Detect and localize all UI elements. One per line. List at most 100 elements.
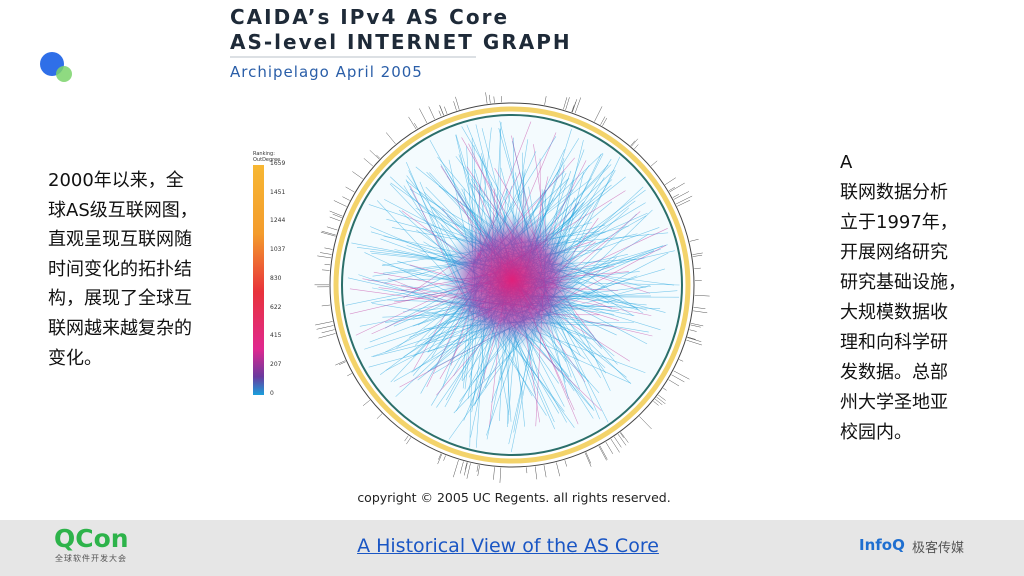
colorbar — [253, 165, 264, 395]
rim-tick — [574, 97, 582, 114]
rim-tick — [404, 435, 409, 442]
rim-tick — [376, 413, 383, 419]
rim-tick — [443, 455, 446, 461]
legend-label: 1659 — [270, 160, 286, 167]
legend-label: 1244 — [270, 217, 286, 225]
rim-tick — [693, 310, 708, 314]
rim-tick — [439, 104, 444, 116]
text-line: 构，展现了全球互 — [48, 288, 192, 310]
text-line: 直观呈现互联网随 — [48, 229, 192, 251]
legend-label: 415 — [270, 332, 282, 340]
text-line: 研究基础设施， — [840, 272, 966, 293]
rim-tick — [668, 379, 680, 387]
rim-tick — [455, 96, 460, 110]
rim-tick — [654, 398, 663, 406]
rim-tick — [322, 269, 330, 271]
text-line: 变化。 — [48, 347, 102, 369]
text-line: A — [840, 152, 853, 173]
rim-tick — [332, 213, 342, 218]
rim-tick — [600, 116, 606, 125]
text-line: 大规模数据收 — [840, 302, 948, 323]
rim-tick — [687, 337, 702, 342]
rim-tick — [563, 97, 568, 110]
footer-brand-sub: 极客传媒 — [912, 541, 965, 556]
legend-title: Ranking: OutDegree — [253, 151, 280, 163]
rim-tick — [613, 436, 622, 448]
rim-tick — [672, 194, 679, 198]
rim-tick — [544, 96, 547, 105]
text-line: 球AS级互联网图， — [48, 199, 198, 221]
rim-tick — [631, 138, 639, 147]
rim-tick — [362, 400, 371, 406]
rim-tick — [335, 360, 346, 366]
rim-tick — [694, 267, 701, 269]
rim-tick — [499, 467, 502, 483]
rim-tick — [571, 105, 575, 113]
rim-tick — [315, 321, 333, 326]
rim-tick — [428, 106, 435, 120]
rim-tick — [534, 466, 538, 480]
rim-tick — [634, 144, 639, 150]
text-line: 联网越来越复杂的 — [48, 317, 192, 339]
rim-tick — [689, 238, 699, 242]
footer-logo-sub: 全球软件开发大会 — [55, 554, 127, 563]
rim-tick — [585, 452, 592, 464]
rim-tick — [619, 432, 624, 438]
text-line: 时间变化的拓扑结 — [48, 258, 192, 280]
right-text: A 联网数据分析 立于1997年， 开展网络研究 研究基础设施， 大规模数据收 理和向科学研… — [840, 148, 1024, 448]
rim-tick — [444, 106, 448, 114]
legend-title: OutDegree — [253, 157, 281, 163]
rim-tick — [543, 465, 547, 478]
rim-tick — [345, 186, 355, 193]
legend-label: 0 — [270, 389, 274, 397]
footer-logo: QCon — [54, 524, 129, 553]
legend-label: 622 — [270, 303, 282, 311]
rim-tick — [620, 432, 629, 443]
rim-tick — [605, 441, 614, 455]
rim-tick — [369, 150, 380, 160]
rim-tick — [572, 99, 578, 113]
rim-tick — [650, 160, 658, 167]
rim-tick — [321, 304, 331, 307]
outer-ring — [329, 102, 695, 468]
text-line: 理和向科学研 — [840, 332, 948, 353]
logo-dot — [56, 66, 72, 82]
legend-label: 1451 — [270, 188, 286, 196]
text-line: 州大学圣地亚 — [840, 392, 948, 413]
rim-tick — [669, 182, 685, 193]
rim-tick — [414, 122, 418, 129]
rim-tick — [317, 255, 332, 259]
rim-tick — [493, 96, 495, 103]
rim-tick — [326, 226, 338, 231]
rim-tick — [321, 329, 335, 334]
rim-tick — [342, 196, 350, 201]
rim-tick — [453, 101, 457, 111]
legend-label: 830 — [270, 274, 282, 282]
rim-tick — [408, 116, 417, 130]
rim-tick — [347, 373, 352, 377]
rim-tick — [333, 200, 347, 207]
text-line: 2000年以来，全 — [48, 170, 184, 191]
as-graph — [314, 92, 710, 483]
rim-tick — [419, 108, 428, 124]
legend-label: 207 — [270, 360, 282, 368]
rim-tick — [599, 445, 608, 460]
rim-tick — [564, 460, 567, 467]
subtitle: Archipelago April 2005 — [230, 63, 423, 81]
rim-tick — [338, 361, 346, 366]
rim-tick — [594, 106, 603, 122]
rim-tick — [385, 132, 396, 145]
rim-tick — [692, 254, 703, 257]
rim-tick — [493, 467, 495, 480]
rim-tick — [376, 154, 381, 159]
rim-tick — [477, 465, 480, 477]
left-text: 2000年以来，全 球AS级互联网图， 直观呈现互联网随 时间变化的拓扑结 构，展现了全… — [48, 166, 198, 373]
rim-tick — [617, 434, 627, 446]
rim-tick — [320, 231, 336, 237]
rim-tick — [489, 94, 491, 104]
text-line: 校园内。 — [840, 422, 912, 443]
rim-tick — [320, 252, 332, 255]
link[interactable]: A Historical View of the AS Core — [357, 535, 659, 557]
rim-tick — [329, 210, 343, 217]
